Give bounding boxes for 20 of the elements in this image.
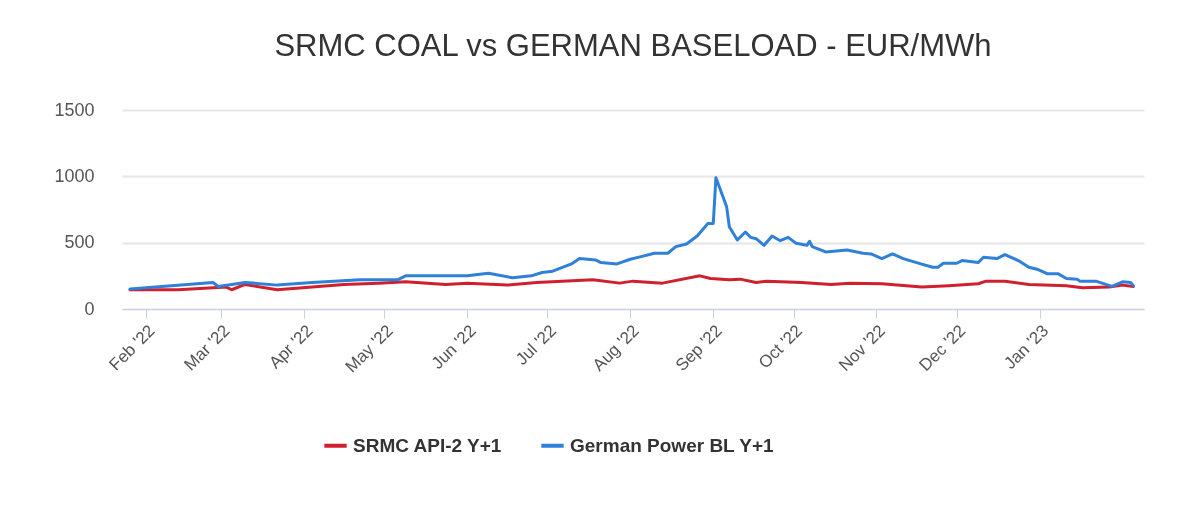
x-tick-label: Mar '22 <box>180 321 234 375</box>
x-tick-label: Oct '22 <box>754 321 807 373</box>
y-tick-label: 1000 <box>54 165 95 186</box>
x-tick-label: Apr '22 <box>265 321 317 373</box>
x-tick-label: Jul '22 <box>512 321 560 369</box>
x-tick-label: Jan '23 <box>1000 321 1053 373</box>
line-series <box>128 176 1135 291</box>
x-tick-label: Nov '22 <box>835 321 889 375</box>
x-tick-label: Aug '22 <box>589 321 643 375</box>
line-series <box>128 274 1135 292</box>
chart-title: SRMC COAL vs GERMAN BASELOAD - EUR/MWh <box>274 28 992 63</box>
x-tick-label: Dec '22 <box>915 321 970 375</box>
legend-label: SRMC API-2 Y+1 <box>353 434 502 456</box>
legend-label: German Power BL Y+1 <box>570 434 775 456</box>
x-tick-label: Feb '22 <box>105 321 159 375</box>
y-tick-label: 1500 <box>54 99 95 120</box>
y-tick-label: 500 <box>64 232 95 253</box>
x-tick-label: Sep '22 <box>671 321 726 375</box>
y-tick-label: 0 <box>84 298 95 319</box>
x-tick-label: Jun '22 <box>427 321 480 373</box>
